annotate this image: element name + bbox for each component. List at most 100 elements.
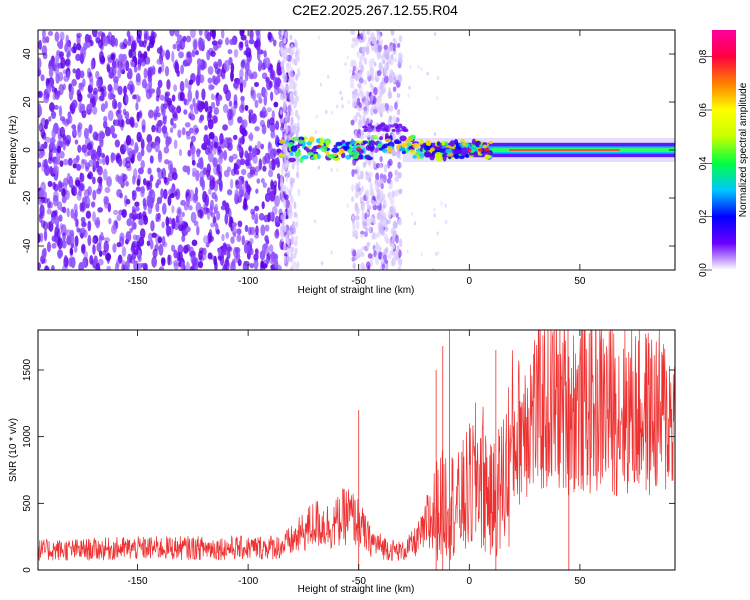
heatmap-cell [330, 168, 333, 173]
heatmap-cell [199, 176, 204, 187]
heatmap-cell [398, 35, 403, 43]
heatmap-cell [267, 141, 272, 150]
heatmap-cell [436, 96, 439, 101]
heatmap-cell [379, 156, 383, 163]
heatmap-cell [98, 130, 105, 139]
heatmap-cell [132, 234, 138, 241]
snr-line-layer [38, 330, 675, 570]
heatmap-cell [56, 40, 63, 48]
heatmap-cell [171, 94, 176, 102]
heatmap-cell [188, 189, 195, 202]
heatmap-cell [137, 57, 144, 64]
heatmap-cell [131, 121, 135, 128]
heatmap-cell [223, 149, 228, 161]
heatmap-cell [253, 258, 259, 270]
heatmap-cell [108, 217, 112, 225]
heatmap-cell [61, 187, 66, 197]
heatmap-cell [222, 124, 229, 131]
heatmap-cell [229, 178, 234, 190]
heatmap-cell [262, 88, 268, 99]
heatmap-cell [85, 210, 92, 219]
heatmap-cell [358, 77, 364, 84]
heatmap-cell [75, 179, 81, 187]
heatmap-cell [390, 259, 395, 267]
heatmap-cell [113, 80, 119, 91]
heatmap-cell [294, 82, 298, 90]
heatmap-cell [365, 90, 369, 98]
heatmap-cell [192, 167, 197, 173]
heatmap-cell [77, 93, 83, 103]
heatmap-cell [282, 74, 286, 80]
heatmap-cell [392, 86, 397, 92]
heatmap-cell [206, 112, 212, 123]
heatmap-cell [359, 91, 365, 99]
heatmap-cell [121, 210, 126, 216]
heatmap-cell [172, 43, 177, 50]
heatmap-cell [79, 70, 85, 79]
heatmap-cell [43, 141, 48, 149]
heatmap-cell [134, 141, 139, 154]
heatmap-cell [247, 134, 254, 140]
heatmap-cell [394, 125, 400, 129]
heatmap-cell [197, 209, 203, 218]
heatmap-cell [352, 262, 357, 270]
heatmap-cell [103, 120, 108, 129]
heatmap-cell [166, 79, 171, 90]
heatmap-cell [360, 262, 365, 270]
heatmap-cell [215, 222, 219, 234]
heatmap-cell [127, 68, 133, 80]
heatmap-cell [444, 203, 447, 208]
heatmap-cell [351, 256, 356, 262]
heatmap-cell [211, 115, 218, 124]
heatmap-cell [147, 109, 154, 119]
heatmap-cell [75, 71, 81, 80]
heatmap-cell [58, 71, 64, 82]
heatmap-cell [366, 129, 373, 133]
heatmap-cell [292, 90, 296, 96]
heatmap-cell [388, 74, 393, 84]
heatmap-cell [409, 64, 412, 69]
heatmap-cell [199, 38, 204, 50]
heatmap-cell [183, 245, 189, 254]
heatmap-cell [396, 149, 401, 158]
heatmap-cell [364, 231, 368, 238]
heatmap-cell [166, 224, 171, 237]
heatmap-cell [419, 138, 424, 145]
spectrogram-x-ticks: -150 -100 -50 0 50 [128, 30, 586, 287]
heatmap-cell [48, 59, 55, 67]
heatmap-cell [81, 144, 88, 154]
heatmap-cell [92, 244, 96, 255]
heatmap-cell [396, 92, 401, 98]
heatmap-cell [385, 53, 389, 61]
heatmap-cell [286, 254, 290, 264]
heatmap-cell [177, 215, 183, 226]
heatmap-cell [107, 110, 114, 122]
heatmap-cell [386, 47, 391, 55]
heatmap-cell [361, 251, 365, 257]
heatmap-cell [41, 30, 46, 39]
heatmap-cell [92, 176, 96, 185]
heatmap-cell [100, 103, 106, 113]
heatmap-cell [103, 115, 108, 122]
heatmap-cell [74, 209, 78, 219]
heatmap-cell [375, 101, 380, 110]
heatmap-cell [408, 149, 416, 155]
heatmap-cell [220, 205, 227, 211]
heatmap-cell [290, 57, 294, 63]
heatmap-cell [274, 122, 279, 128]
heatmap-cell [382, 148, 388, 153]
heatmap-cell [282, 225, 286, 232]
heatmap-cell [371, 233, 376, 240]
heatmap-cell [256, 92, 262, 99]
heatmap-cell [254, 212, 259, 225]
heatmap-cell [125, 156, 132, 164]
heatmap-cell [433, 132, 437, 137]
heatmap-cell [46, 208, 52, 215]
heatmap-cell [297, 188, 301, 197]
heatmap-cell [358, 70, 363, 79]
heatmap-cell [241, 135, 245, 145]
heatmap-cell [389, 105, 394, 112]
heatmap-cell [353, 115, 358, 123]
heatmap-cell [81, 201, 85, 213]
